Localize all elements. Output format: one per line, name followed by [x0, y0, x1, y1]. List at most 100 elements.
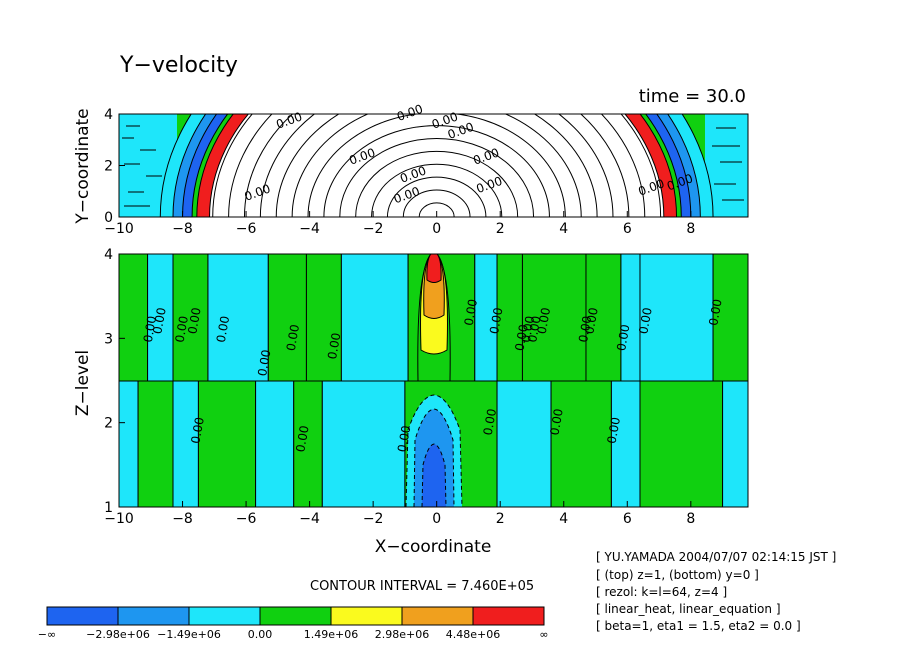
- info-line-1: [ YU.YAMADA 2004/07/07 02:14:15 JST ]: [596, 550, 836, 564]
- upper-strip-0: [119, 254, 149, 382]
- lower-strip-8: [496, 380, 552, 507]
- contour-label: 0.00: [582, 306, 600, 335]
- x-tick-label: 4: [559, 221, 568, 237]
- lower-strip-12: [722, 380, 748, 507]
- contour-label: 0.00: [462, 298, 480, 327]
- contour-label: 0.00: [535, 306, 553, 335]
- colorbar-labels: −∞ −2.98e+06 −1.49e+06 0.00 1.49e+06 2.98e+06…: [38, 628, 549, 641]
- info-line-3: [ rezol: k=l=64, z=4 ]: [596, 585, 727, 599]
- contour-label: 0.00: [284, 323, 302, 352]
- y-tick-label: 4: [104, 247, 113, 263]
- colorbar-label-3: 0.00: [248, 628, 273, 641]
- colorbar-swatches: [46, 606, 545, 626]
- colorbar-swatch-1: [117, 606, 190, 626]
- x-tick-label: 8: [686, 511, 695, 527]
- contour-label: 0.00: [481, 408, 499, 437]
- bottom-x-axis-label: X−coordinate: [375, 537, 492, 557]
- upper-strip-13: [639, 254, 714, 382]
- colorbar: −∞ −2.98e+06 −1.49e+06 0.00 1.49e+06 2.98e+06…: [38, 606, 549, 641]
- top-panel-fields: [119, 114, 748, 217]
- contour-label: 0.00: [605, 416, 623, 445]
- x-tick-label: 2: [496, 221, 505, 237]
- x-tick-label: 6: [623, 511, 632, 527]
- chart-title: Y−velocity: [119, 53, 238, 78]
- colorbar-swatch-2: [188, 606, 261, 626]
- plume-red-core: [426, 254, 442, 283]
- info-line-5: [ beta=1, eta1 = 1.5, eta2 = 0.0 ]: [596, 619, 801, 633]
- upper-strip-10: [521, 254, 587, 382]
- contour-interval-label: CONTOUR INTERVAL = 7.460E+05: [310, 579, 534, 594]
- colorbar-label-4: 1.49e+06: [304, 628, 358, 641]
- y-tick-label: 2: [104, 416, 113, 432]
- colorbar-swatch-0: [46, 606, 119, 626]
- contour-label: 0.00: [141, 315, 159, 344]
- x-tick-label: 2: [496, 511, 505, 527]
- colorbar-swatch-3: [259, 606, 332, 626]
- y-tick-label: 1: [104, 500, 113, 516]
- time-label: time = 30.0: [639, 86, 746, 107]
- contour-label: 0.00: [614, 323, 632, 352]
- upper-strip-4: [267, 254, 307, 382]
- lower-strip-2: [172, 380, 199, 507]
- top-y-axis-label: Y−coordinate: [73, 108, 93, 224]
- x-tick-label: −6: [236, 221, 257, 237]
- contour-label: 0.00: [706, 298, 724, 327]
- contour-label: 0.00: [519, 315, 537, 344]
- x-tick-label: 4: [559, 511, 568, 527]
- lower-strip-1: [137, 380, 174, 507]
- contour-label: 0.00: [173, 315, 191, 344]
- contour-label: 0.00: [325, 332, 343, 361]
- colorbar-swatch-6: [472, 606, 545, 626]
- x-tick-label: −2: [363, 221, 384, 237]
- contour-label: 0.00: [185, 306, 203, 335]
- x-tick-label: 0: [432, 221, 441, 237]
- top-edge-hatching: [122, 125, 744, 207]
- colorbar-label-1: −2.98e+06: [86, 628, 150, 641]
- y-tick-label: 4: [104, 107, 113, 123]
- upper-strip-3: [207, 254, 269, 382]
- colorbar-label-7: ∞: [539, 628, 548, 641]
- info-line-2: [ (top) z=1, (bottom) y=0 ]: [596, 568, 759, 582]
- contour-label: 0.00: [150, 306, 168, 335]
- x-tick-label: −8: [172, 511, 193, 527]
- colorbar-swatch-5: [401, 606, 474, 626]
- bottom-panel: 0.000.00 0.000.00 0.000.000.00 0.000.00 0.00…: [73, 247, 749, 557]
- x-tick-label: 0: [432, 511, 441, 527]
- info-line-4: [ linear_heat, linear_equation ]: [596, 602, 781, 616]
- colorbar-label-5: 2.98e+06: [375, 628, 429, 641]
- top-ring-bands: [159, 114, 714, 217]
- y-tick-label: 3: [104, 331, 113, 347]
- x-tick-label: −2: [363, 511, 384, 527]
- top-panel: 0.000.000.000.000.00 0.000.000.000.000.00…: [73, 102, 749, 237]
- upper-strip-11: [585, 254, 622, 382]
- top-contour-ring: [323, 125, 550, 217]
- lower-strip-11: [639, 380, 724, 507]
- bottom-panel-fields: [119, 254, 748, 507]
- contour-label: 0.00: [255, 349, 273, 378]
- bottom-y-axis: 1 2 3 4: [104, 247, 125, 516]
- top-y-axis: 0 2 4: [104, 107, 125, 226]
- lower-strip-9: [550, 380, 612, 507]
- bottom-plot-frame: [118, 253, 749, 508]
- colorbar-label-6: 4.48e+06: [446, 628, 500, 641]
- x-tick-label: −10: [104, 221, 134, 237]
- contour-label: 0.00: [512, 323, 530, 352]
- contour-label: 0.00: [188, 416, 206, 445]
- y-tick-label: 0: [104, 210, 113, 226]
- x-tick-label: −4: [299, 511, 320, 527]
- x-tick-label: −4: [299, 221, 320, 237]
- lower-strip-6: [321, 380, 406, 507]
- upper-strip-6: [340, 254, 409, 382]
- lower-strip-4: [255, 380, 295, 507]
- contour-label: 0.00: [636, 306, 654, 335]
- top-x-axis: −10 −8 −6 −4 −2 0 2 4 6 8: [104, 211, 695, 237]
- contour-label: 0.00: [525, 315, 543, 344]
- lower-strip-0: [119, 380, 139, 507]
- contour-label: 0.00: [395, 424, 413, 453]
- colorbar-swatch-4: [330, 606, 403, 626]
- x-tick-label: 6: [623, 221, 632, 237]
- upper-strip-12: [620, 254, 641, 382]
- bottom-x-axis: −10 −8 −6 −4 −2 0 2 4 6 8: [104, 501, 695, 527]
- contour-label: 0.00: [547, 408, 565, 437]
